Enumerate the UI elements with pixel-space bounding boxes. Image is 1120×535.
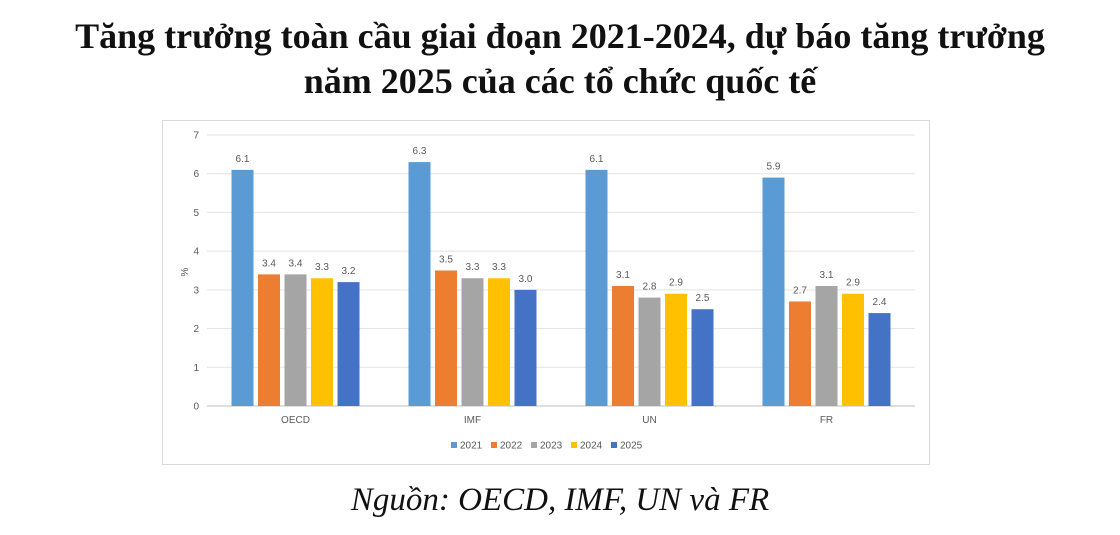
legend-item-2022: 2022 — [491, 441, 523, 452]
x-tick-label: UN — [642, 415, 656, 426]
legend-label: 2023 — [540, 441, 563, 452]
data-label: 6.1 — [236, 154, 250, 165]
bar-oecd-2024 — [311, 278, 333, 406]
legend-label: 2021 — [460, 441, 483, 452]
y-axis-label: % — [180, 267, 191, 276]
data-label: 3.3 — [466, 262, 480, 273]
legend-swatch — [531, 442, 537, 448]
legend-label: 2022 — [500, 441, 523, 452]
bar-fr-2023 — [815, 285, 838, 406]
legend-label: 2024 — [580, 441, 603, 452]
bar-imf-2021 — [408, 162, 431, 406]
legend-label: 2025 — [620, 441, 643, 452]
y-axis-ticks: 0 1 2 3 4 5 6 7 — [193, 131, 199, 413]
bar-fr-2024 — [842, 293, 864, 406]
x-tick-label: OECD — [281, 415, 310, 426]
data-label: 3.3 — [492, 262, 506, 273]
legend-swatch — [611, 442, 617, 448]
x-tick-label: FR — [820, 415, 833, 426]
legend-swatch — [491, 442, 497, 448]
chart-title-line-1: Tăng trưởng toàn cầu giai đoạn 2021-2024… — [75, 16, 1045, 56]
bar-imf-2025 — [514, 289, 537, 406]
data-label: 3.1 — [820, 270, 834, 281]
bar-imf-2022 — [435, 270, 457, 406]
bar-fr-2025 — [868, 313, 891, 406]
bar-imf-2023 — [461, 278, 484, 406]
bar-chart: 0 1 2 3 4 5 6 7 % 6.1 3.4 3.4 3.3 3.2 6.3 3.5 3.3 3.3 3.… — [180, 131, 915, 452]
bar-un-2021 — [585, 169, 608, 406]
chart-title: Tăng trưởng toàn cầu giai đoạn 2021-2024… — [0, 14, 1120, 104]
chart-title-line-2: năm 2025 của các tổ chức quốc tế — [303, 61, 817, 101]
data-label: 6.1 — [590, 154, 604, 165]
bar-oecd-2021 — [231, 169, 254, 406]
y-tick-label: 1 — [193, 363, 199, 374]
legend-swatch — [571, 442, 577, 448]
bar-oecd-2022 — [258, 274, 280, 406]
x-axis-ticks: OECD IMF UN FR — [281, 415, 833, 426]
bars — [231, 162, 891, 406]
data-label: 6.3 — [413, 146, 427, 157]
y-tick-label: 3 — [193, 285, 199, 296]
data-label: 3.3 — [315, 262, 329, 273]
legend-item-2021: 2021 — [451, 441, 483, 452]
y-tick-label: 4 — [193, 247, 199, 258]
data-label: 3.0 — [519, 274, 533, 285]
legend-item-2025: 2025 — [611, 441, 643, 452]
y-tick-label: 0 — [193, 402, 199, 413]
bar-un-2023 — [638, 297, 661, 406]
bar-oecd-2023 — [284, 274, 307, 406]
data-label: 2.5 — [696, 293, 710, 304]
y-tick-label: 6 — [193, 169, 199, 180]
legend-item-2024: 2024 — [571, 441, 603, 452]
data-labels: 6.1 3.4 3.4 3.3 3.2 6.3 3.5 3.3 3.3 3.0 6.1 3.1 2.8 2… — [236, 146, 887, 308]
y-tick-label: 5 — [193, 208, 199, 219]
source-caption: Nguồn: OECD, IMF, UN và FR — [350, 482, 770, 518]
data-label: 3.4 — [262, 258, 276, 269]
y-tick-label: 7 — [193, 131, 199, 142]
data-label: 2.8 — [643, 282, 657, 293]
data-label: 3.2 — [342, 266, 356, 277]
data-label: 5.9 — [767, 162, 781, 173]
legend-item-2023: 2023 — [531, 441, 563, 452]
data-label: 2.9 — [846, 278, 860, 289]
bar-oecd-2025 — [337, 282, 360, 406]
bar-fr-2022 — [789, 301, 811, 406]
x-tick-label: IMF — [464, 415, 481, 426]
bar-imf-2024 — [488, 278, 510, 406]
chart-frame: 0 1 2 3 4 5 6 7 % 6.1 3.4 3.4 3.3 3.2 6.3 3.5 3.3 3.3 3.… — [162, 120, 930, 465]
data-label: 2.4 — [873, 297, 887, 308]
data-label: 3.1 — [616, 270, 630, 281]
bar-fr-2021 — [762, 177, 785, 406]
legend: 2021 2022 2023 2024 2025 — [451, 441, 643, 452]
y-tick-label: 2 — [193, 324, 199, 335]
bar-un-2024 — [665, 293, 687, 406]
legend-swatch — [451, 442, 457, 448]
bar-un-2025 — [691, 309, 714, 406]
bar-un-2022 — [612, 285, 634, 406]
data-label: 2.7 — [793, 285, 807, 296]
data-label: 3.5 — [439, 255, 453, 266]
data-label: 2.9 — [669, 278, 683, 289]
data-label: 3.4 — [289, 258, 303, 269]
